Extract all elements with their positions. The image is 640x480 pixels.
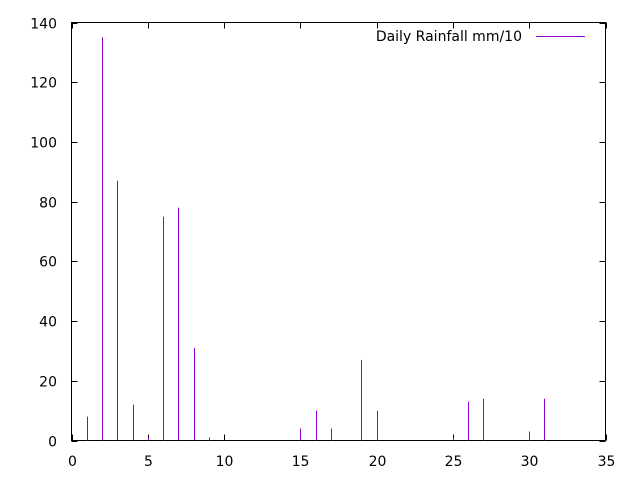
- legend: Daily Rainfall mm/10: [376, 29, 585, 45]
- y-tick-label: 120: [30, 76, 57, 92]
- x-tick-label: 20: [369, 454, 387, 470]
- x-tick-label: 35: [598, 454, 616, 470]
- y-tick-label: 60: [39, 255, 57, 271]
- y-tick-label: 20: [39, 375, 57, 391]
- x-tick-label: 5: [144, 454, 153, 470]
- x-tick-label: 25: [445, 454, 463, 470]
- x-tick-label: 15: [292, 454, 310, 470]
- y-tick-label: 140: [30, 17, 57, 33]
- y-tick-label: 40: [39, 315, 57, 331]
- rainfall-impulses: [87, 37, 545, 441]
- x-tick-label: 30: [521, 454, 539, 470]
- axis-ticks: [71, 22, 607, 442]
- x-tick-label: 0: [68, 454, 77, 470]
- x-tick-label: 10: [216, 454, 234, 470]
- axis-tick-labels: 0 5 10 15 20 25 30 35 0 20 40 60 80 100 120 140: [30, 17, 615, 471]
- y-tick-label: 100: [30, 136, 57, 152]
- legend-label: Daily Rainfall mm/10: [376, 29, 522, 45]
- plot-frame: [71, 22, 606, 441]
- y-tick-label: 80: [39, 196, 57, 212]
- y-tick-label: 0: [48, 435, 57, 451]
